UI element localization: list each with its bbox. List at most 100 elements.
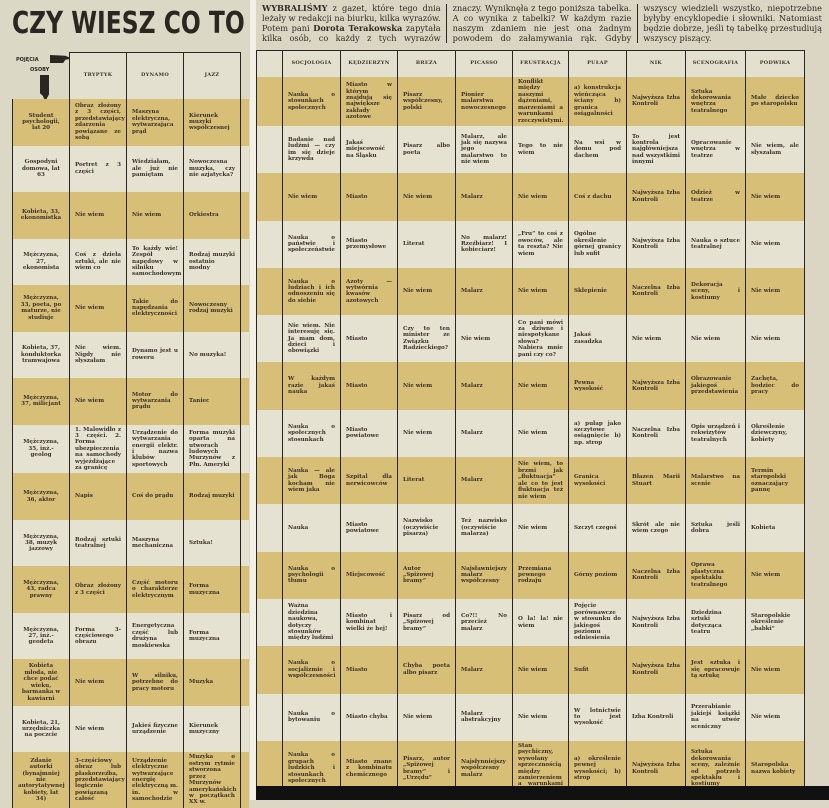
answer-cell: W każdym razie jakaś nauka [282,362,341,410]
answer-cell: Malarz [455,267,513,316]
answer-cell: Naczelna Izba Kontroli [626,267,686,316]
answer-cell: Malarz [455,173,513,221]
answer-cell: Azoty — wytwórnia kwasów azotowych [340,267,398,316]
answer-cell: Granica wysokości [568,457,627,505]
table-row: Mężczyzna, 27, inż.-geodeta Forma 3-częśc… [12,612,249,660]
answer-cell: Kierunek muzyczny [183,705,241,753]
person-label: Mężczyzna, 37, milicjant [12,378,70,425]
column-header-8: PODWIKA [745,50,805,77]
answer-cell: Motor do wytwarzania prądu [126,378,184,425]
answer-cell: Skrót ale nie wiem czego [626,504,686,552]
answer-cell: Nie wiem [745,693,805,741]
table-row: Zdanie autorki (bynajmniej nie autorytat… [12,752,249,808]
answer-cell: Najwyższa Izba Kontroli [626,362,686,410]
page-gutter [250,0,256,800]
answer-cell: Pojęcie porównawcze w stosunku do jakieg… [568,598,627,647]
column-header-dynamo: DYNAMO [126,52,184,99]
answer-cell: Nowoczesna muzyka, czy nie azjatycka? [183,145,241,192]
column-header-3: PICASSO [455,50,513,77]
answer-cell: Forma muzyczna [183,612,241,660]
answer-cell: Naczelna Izba Kontroli [626,409,686,458]
intro-lead: WYBRALIŚMY [262,3,328,13]
table-row: Kobieta, 21, urzędniczka na poczcie Nie w… [12,705,249,753]
answer-cell: Nie wiem [512,693,569,741]
table-row: Nauka o socjalizmie i współczesności Mias… [256,646,805,694]
answer-cell: Nie wiem [397,409,456,458]
column-header-tryptyk: TRYPTYK [69,52,127,99]
answer-cell: Napis [69,473,127,520]
right-survey-table: SOCJOLOGIA KĘDZIERZYN BREZA PICASSO FRUSTRAC… [256,50,805,797]
answer-cell: Nauka o stosunkach społecznych [282,77,341,126]
answer-cell: Nie wiem. Nie interesuję się. Ja mam dom… [282,315,341,363]
answer-cell: Część motoru o charakterze elektrycznym [126,566,184,613]
intro-author: Dorota Terakowska [313,22,403,33]
answer-cell: Jakieś fizyczne urządzenie [126,705,184,753]
table-row: Mężczyzna, 27, ekonomista Coś z dzieła sz… [12,238,249,285]
table-row: Kobieta, 37, konduktorka tramwajowa Nie w… [12,331,249,378]
answer-cell: Dekoracja sceny, i kostiumy [685,267,746,316]
row-label-cell [256,598,283,647]
answer-cell: Obraz złożony z 3 części [69,566,127,613]
answer-cell: Badanie nad ludźmi — czy im się dzieje k… [282,125,341,174]
answer-cell: Sklepienie [568,267,627,316]
answer-cell: Nauka o społecznych stosunkach [282,409,341,458]
answer-cell: Pisarz współczesny, polski [397,77,456,126]
row-continuation [240,99,249,146]
answer-cell: Określenie dziewczyny, kobiety [745,409,805,458]
answer-cell: Co?!! No przecież malarz [455,598,513,647]
answer-cell: Nauka o psychologii tłumu [282,551,341,599]
answer-cell: Malarz, ale jak się nazywa jego malarstw… [455,125,513,174]
answer-cell: Nie wiem [282,173,341,221]
person-label: Kobieta młoda, nie chce podać wieku, bar… [12,659,70,706]
answer-cell: Rodzaj sztuki teatralnej [69,519,127,567]
answer-cell: Nie wiem [512,646,569,694]
answer-cell: Nie wiem. Nigdy nie słyszałam [69,331,127,378]
answer-cell: Górny poziom [568,551,627,599]
table-row: Mężczyzna, 33, poeta, po maturze, nie st… [12,285,249,332]
row-label-cell [256,693,283,741]
table-row: Mężczyzna, 36, aktor Napis Coś do prądu Rod… [12,473,249,520]
person-label: Mężczyzna, 33, poeta, po maturze, nie st… [12,285,70,332]
row-label-cell [256,362,283,410]
answer-cell: a) konstrukcja wieńcząca ściany b) grani… [568,77,627,126]
table-row: Kobieta, 33, ekonomistka Nie wiem Nie wiem… [12,192,249,239]
answer-cell: Czy to ten minister ze Związku Radziecki… [397,315,456,363]
column-header-1: KĘDZIERZYN [340,50,398,77]
answer-cell: Malarz [455,409,513,458]
answer-cell: Szpital dla nerwicowców [340,457,398,505]
answer-cell: Miasto [340,362,398,410]
answer-cell: Rodzaj muzyki ostatnio modny [183,238,241,285]
answer-cell: „Fru” to coś z owoców, ale ta reszta? Ni… [512,220,569,268]
answer-cell: 1. Malowidło z 3 części. 2. Forma ubezpi… [69,424,127,474]
answer-cell: Nie wiem [69,378,127,425]
row-label-cell [256,315,283,363]
answer-cell: Najwyższa Izba Kontroli [626,77,686,126]
answer-cell: To każdy wie! Zespół napędowy w silniku … [126,238,184,285]
answer-cell: Nauka o państwie i społeczeństwie [282,220,341,268]
row-continuation [240,519,249,567]
answer-cell: Opracowanie wnętrza w teatrze [685,125,746,174]
answer-cell: Maszyna mechaniczna [126,519,184,567]
row-label-cell [256,173,283,221]
row-continuation [240,612,249,660]
table-row: Nauka o państwie i społeczeństwie Miasto … [256,220,805,268]
answer-cell: Kierunek muzyki współczesnej [183,99,241,146]
table-row: Nauka o bytowaniu Miasto chyba Nie wiem Mal… [256,693,805,741]
row-label-cell [256,220,283,268]
person-label: Kobieta, 21, urzędniczka na poczcie [12,705,70,753]
answer-cell: Szczyt czegoś [568,504,627,552]
answer-cell: Miasto chyba [340,693,398,741]
answer-cell: 3-częściowy obraz lub płaskorzeźba, prze… [69,752,127,808]
answer-cell: Odzież w teatrze [685,173,746,221]
answer-cell: Energetyczna część lub drużyna moskiewsk… [126,612,184,660]
table-row: Nauka Miasto powiatowe Nazwisko (oczywiści… [256,504,805,552]
answer-cell: a) pułap jako szczytowe osiągnięcie b) n… [568,409,627,458]
answer-cell: Literat [397,457,456,505]
answer-cell: Jakaś zasadzka [568,315,627,363]
answer-cell: Na wsi w domu pod dachem [568,125,627,174]
answer-cell: Nie wiem [745,220,805,268]
row-continuation [240,331,249,378]
answer-cell: Miasto przemysłowe [340,220,398,268]
answer-cell: Kobieta [745,504,805,552]
answer-cell: Nie wiem [745,646,805,694]
